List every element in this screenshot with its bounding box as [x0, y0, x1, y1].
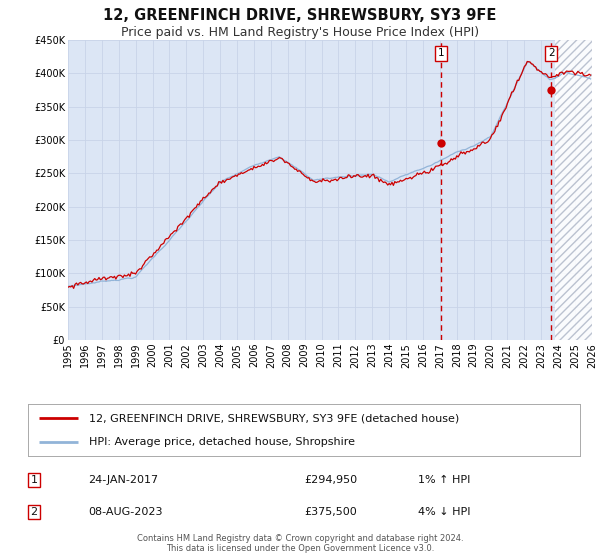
Text: £294,950: £294,950: [304, 475, 357, 485]
Polygon shape: [556, 40, 592, 340]
Text: Price paid vs. HM Land Registry's House Price Index (HPI): Price paid vs. HM Land Registry's House …: [121, 26, 479, 39]
Text: 2: 2: [31, 507, 38, 517]
Bar: [556, 40, 592, 340]
Text: 1: 1: [31, 475, 37, 485]
Text: 2: 2: [548, 49, 554, 58]
Text: 1% ↑ HPI: 1% ↑ HPI: [418, 475, 470, 485]
Text: 4% ↓ HPI: 4% ↓ HPI: [418, 507, 470, 517]
Text: HPI: Average price, detached house, Shropshire: HPI: Average price, detached house, Shro…: [89, 437, 355, 447]
Text: Contains HM Land Registry data © Crown copyright and database right 2024.
This d: Contains HM Land Registry data © Crown c…: [137, 534, 463, 553]
Text: 24-JAN-2017: 24-JAN-2017: [88, 475, 158, 485]
Bar: [556, 40, 592, 340]
Text: 12, GREENFINCH DRIVE, SHREWSBURY, SY3 9FE: 12, GREENFINCH DRIVE, SHREWSBURY, SY3 9F…: [103, 8, 497, 23]
Text: 1: 1: [438, 49, 445, 58]
Text: 08-AUG-2023: 08-AUG-2023: [88, 507, 163, 517]
Text: £375,500: £375,500: [304, 507, 357, 517]
Text: 12, GREENFINCH DRIVE, SHREWSBURY, SY3 9FE (detached house): 12, GREENFINCH DRIVE, SHREWSBURY, SY3 9F…: [89, 413, 459, 423]
